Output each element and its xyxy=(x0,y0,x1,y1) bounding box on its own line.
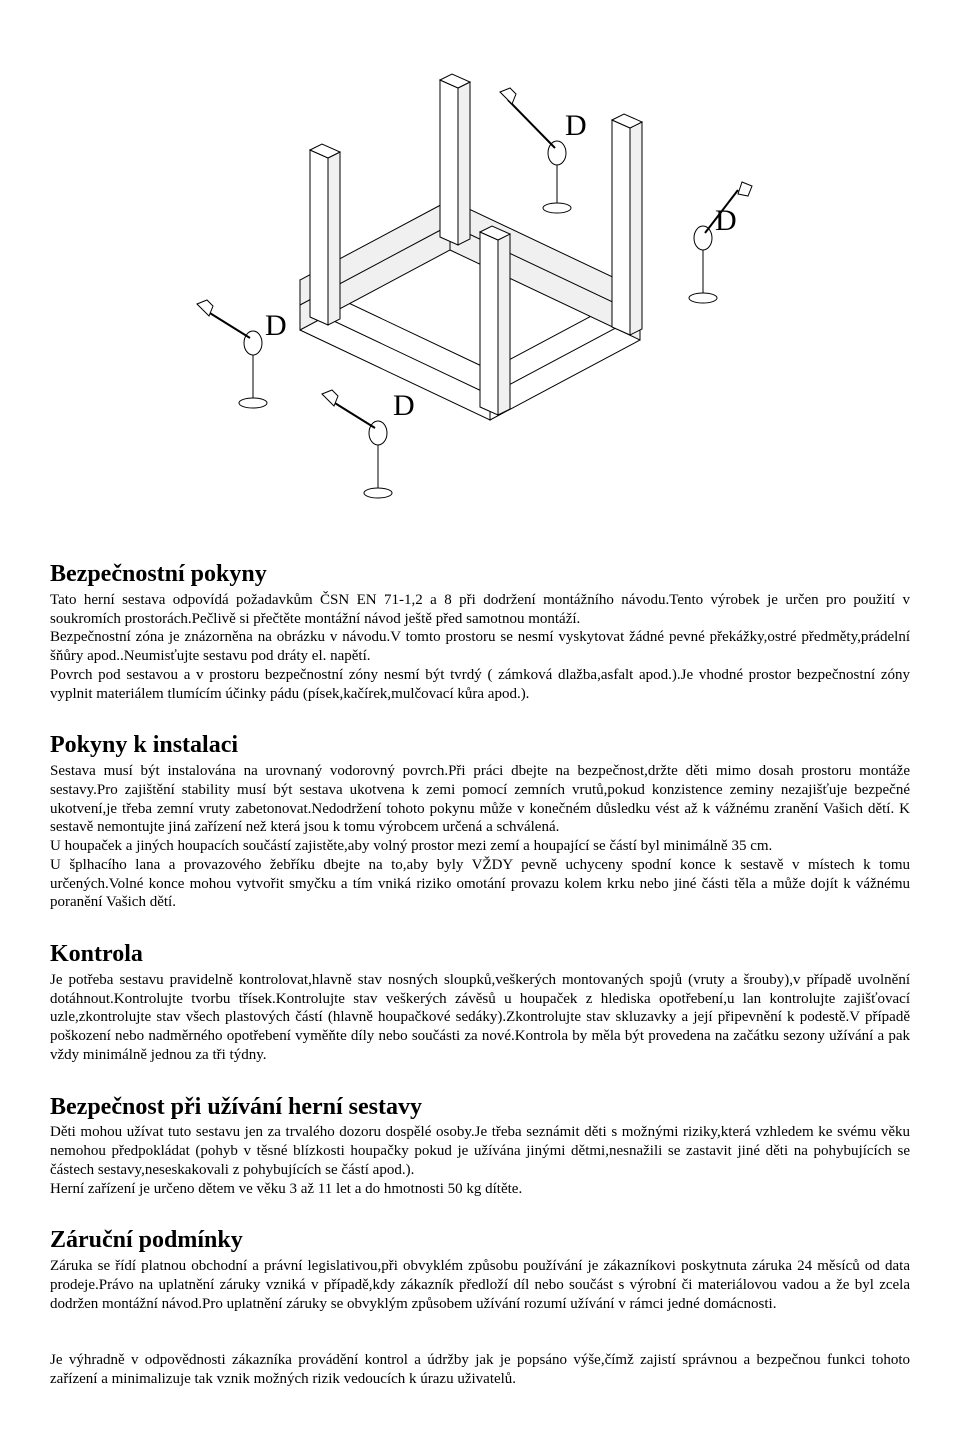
assembly-diagram: D D D D xyxy=(160,40,800,520)
label-d-1: D xyxy=(565,109,587,142)
section-control: Kontrola Je potřeba sestavu pravidelně k… xyxy=(50,940,910,1065)
section-warranty: Záruční podmínky Záruka se řídí platnou … xyxy=(50,1226,910,1388)
safety-body: Tato herní sestava odpovídá požadavkům Č… xyxy=(50,591,910,704)
label-d-3: D xyxy=(265,309,287,342)
label-d-2: D xyxy=(715,204,737,237)
sandbox-svg: D D D D xyxy=(160,40,800,520)
warranty-body: Záruka se řídí platnou obchodní a právní… xyxy=(50,1257,910,1388)
usage-body: Děti mohou užívat tuto sestavu jen za tr… xyxy=(50,1123,910,1198)
control-title: Kontrola xyxy=(50,940,910,969)
section-safety: Bezpečnostní pokyny Tato herní sestava o… xyxy=(50,560,910,703)
install-title: Pokyny k instalaci xyxy=(50,731,910,760)
section-install: Pokyny k instalaci Sestava musí být inst… xyxy=(50,731,910,912)
warranty-title: Záruční podmínky xyxy=(50,1226,910,1255)
control-body: Je potřeba sestavu pravidelně kontrolova… xyxy=(50,971,910,1065)
label-d-4: D xyxy=(393,389,415,422)
safety-title: Bezpečnostní pokyny xyxy=(50,560,910,589)
install-body: Sestava musí být instalována na urovnaný… xyxy=(50,762,910,912)
usage-title: Bezpečnost při užívání herní sestavy xyxy=(50,1093,910,1122)
section-usage: Bezpečnost při užívání herní sestavy Dět… xyxy=(50,1093,910,1199)
